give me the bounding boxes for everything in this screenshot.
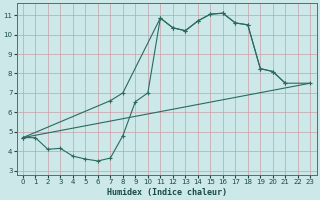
X-axis label: Humidex (Indice chaleur): Humidex (Indice chaleur) (107, 188, 227, 197)
